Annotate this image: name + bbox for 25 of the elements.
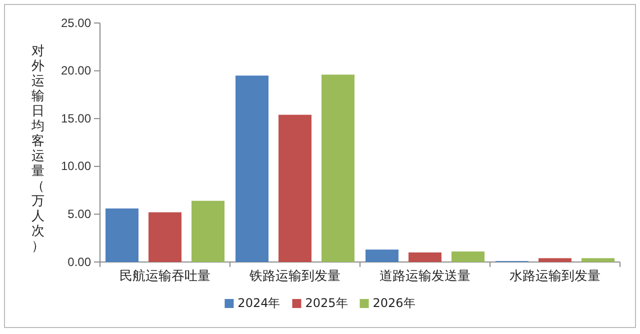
- x-tick-label: 铁路运输到发量: [248, 268, 340, 284]
- bar: [538, 258, 572, 262]
- y-tick-label: 25.00: [60, 16, 92, 30]
- bar: [278, 114, 312, 262]
- bar: [408, 252, 442, 262]
- bar: [452, 251, 484, 262]
- bar: [582, 258, 614, 262]
- bar: [192, 200, 224, 262]
- y-tick-label: 5.00: [68, 207, 92, 222]
- legend-label: 2024年: [238, 296, 280, 310]
- legend-label: 2025年: [305, 296, 348, 310]
- x-tick-label: 民航运输吞吐量: [120, 268, 210, 284]
- bar: [106, 208, 138, 262]
- x-tick-label: 水路运输到发量: [510, 268, 600, 284]
- y-tick-label: 15.00: [60, 111, 92, 126]
- x-tick-label: 道路运输发送量: [380, 268, 470, 284]
- bar: [366, 250, 398, 262]
- legend-label: 2026年: [372, 296, 416, 310]
- bar: [236, 76, 268, 262]
- y-tick-label: 10.00: [60, 159, 92, 174]
- bar: [322, 74, 354, 262]
- text: 对外运输日均客运量（万人次）: [32, 44, 44, 254]
- y-tick-label: 0.00: [68, 254, 92, 269]
- y-tick-label: 20.00: [60, 64, 92, 78]
- bar: [148, 212, 182, 262]
